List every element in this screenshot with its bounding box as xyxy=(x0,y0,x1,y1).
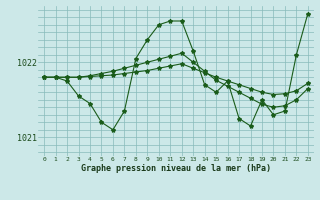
X-axis label: Graphe pression niveau de la mer (hPa): Graphe pression niveau de la mer (hPa) xyxy=(81,164,271,173)
